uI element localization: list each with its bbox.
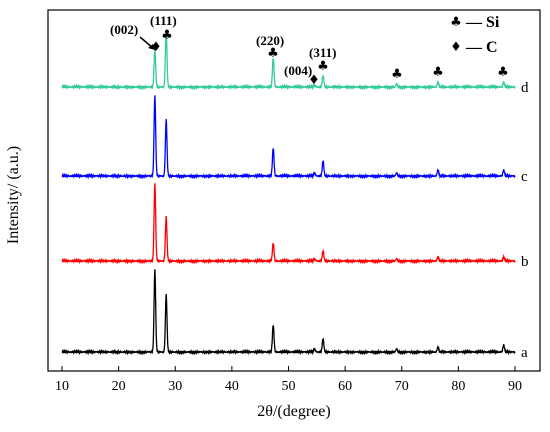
club-icon: ♣ (450, 15, 462, 30)
series-layer (61, 31, 516, 356)
plot-frame (47, 9, 541, 372)
anno-002-arrowhead (148, 44, 155, 50)
diamond-icon: ♦ (450, 40, 462, 55)
x-tick-label-10: 10 (55, 379, 69, 394)
series-label-d: d (521, 80, 529, 96)
anno-002: (002) (110, 22, 138, 37)
anno-311: (311) (309, 45, 336, 60)
legend: ♣ — Si ♦ — C (450, 14, 500, 56)
anno-220: (220) (256, 33, 284, 48)
x-tick-label-90: 90 (508, 379, 522, 394)
x-tick-label-20: 20 (112, 379, 126, 394)
marker-club-88: ♣ (497, 65, 509, 80)
legend-si-label: — Si (465, 14, 500, 31)
marker-diamond-002: ♦ (150, 40, 162, 55)
series-label-a: a (521, 345, 528, 361)
series-label-c: c (521, 169, 528, 185)
marker-club-111: ♣ (161, 28, 173, 43)
x-tick-label-30: 30 (168, 379, 182, 394)
anno-004: (004) (284, 63, 312, 78)
marker-club-220: ♣ (267, 46, 279, 61)
anno-111: (111) (150, 13, 177, 28)
legend-c-label: — C (465, 39, 498, 56)
series-label-b: b (521, 254, 529, 270)
x-tick-label-70: 70 (395, 379, 409, 394)
y-axis-title: Intensity/ (a.u.) (5, 146, 22, 244)
marker-club-311: ♣ (317, 59, 329, 74)
x-tick-label-80: 80 (451, 379, 465, 394)
x-tick-label-50: 50 (282, 379, 296, 394)
marker-diamond-004: ♦ (308, 73, 320, 88)
x-axis-title: 2θ/(degree) (257, 403, 330, 420)
marker-club-69: ♣ (391, 67, 403, 82)
series-line-b (61, 183, 516, 265)
x-axis-ticks: 10 20 30 40 50 60 70 80 90 (55, 366, 522, 394)
x-tick-label-40: 40 (225, 379, 239, 394)
x-tick-label-60: 60 (338, 379, 352, 394)
series-line-a (61, 269, 516, 356)
series-line-c (61, 95, 516, 180)
series-line-d (61, 31, 516, 91)
marker-club-76: ♣ (432, 65, 444, 80)
